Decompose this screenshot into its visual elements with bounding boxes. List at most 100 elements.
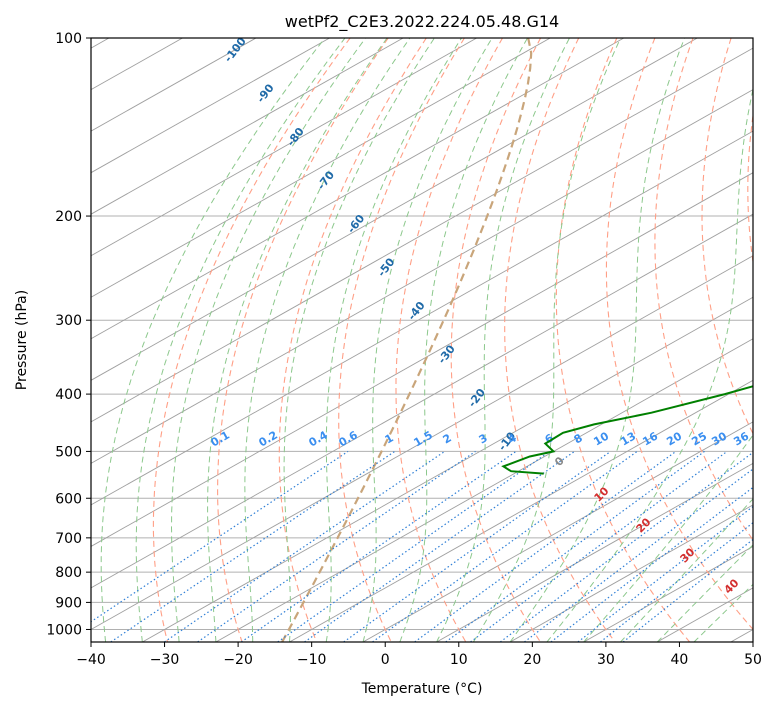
x-tick-label: 50 — [744, 652, 762, 668]
mixing-ratio-line — [91, 450, 349, 623]
x-tick-label: 40 — [671, 652, 689, 668]
y-tick-label: 700 — [55, 531, 82, 547]
isotherm-line — [509, 504, 753, 642]
mixing-ratio-label: 3 — [477, 431, 490, 446]
dry-adiabat-label: -50 — [375, 255, 398, 279]
mixing-ratio-label: 25 — [689, 430, 709, 449]
moist-adiabat-label: 0 — [552, 454, 567, 469]
dry-adiabat-label: -70 — [315, 168, 338, 192]
mixing-ratio-line — [577, 505, 753, 642]
moist-adiabat — [244, 38, 411, 642]
moist-adiabat — [325, 38, 462, 642]
moist-adiabat — [100, 38, 326, 642]
moist-adiabat — [546, 87, 753, 642]
plot-area: -100-90-80-70-60-50-40-30-20-100.1 0.2 0.4… — [91, 35, 775, 642]
moist-adiabat — [472, 38, 622, 642]
mixing-ratio-line — [304, 450, 575, 642]
dry-adiabat — [338, 38, 465, 642]
y-tick-label: 900 — [55, 595, 82, 611]
mixing-ratio-line — [197, 450, 476, 642]
dry-adiabat-label: -40 — [405, 299, 428, 323]
moist-adiabat — [399, 38, 528, 642]
moist-adiabat — [436, 38, 570, 642]
isotherm-line — [91, 130, 753, 506]
mixing-ratio-label: 10 — [591, 429, 611, 448]
mixing-ratio-label: 8 — [572, 431, 585, 446]
mixing-ratio-label: 0.2 — [257, 428, 280, 449]
moist-adiabat-label: 30 — [678, 545, 698, 565]
isotherm-line — [91, 213, 753, 589]
isotherm-line — [91, 172, 753, 547]
isotherm-line — [215, 338, 753, 642]
dry-adiabat — [701, 38, 753, 435]
dry-adiabat-label: -30 — [435, 342, 458, 366]
mixing-ratio-label: 0.6 — [337, 428, 361, 449]
x-tick-label: −40 — [76, 652, 106, 668]
x-tick-label: 0 — [381, 652, 390, 668]
moist-adiabat — [135, 38, 346, 642]
dry-adiabat — [217, 38, 389, 642]
chart-title: wetPf2_C2E3.2022.224.05.48.G14 — [285, 12, 559, 32]
dry-adiabat — [278, 38, 427, 642]
y-tick-label: 800 — [55, 565, 82, 581]
isotherm-line — [656, 587, 753, 642]
mixing-ratio-line — [240, 450, 517, 642]
isotherm-line — [91, 47, 753, 423]
isotherm-line — [289, 379, 753, 642]
mixing-ratio-line — [550, 486, 753, 642]
y-tick-label: 600 — [55, 491, 82, 507]
isotherm-line — [91, 38, 551, 298]
isotherm-line — [91, 38, 698, 381]
x-tick-label: −30 — [150, 652, 180, 668]
x-tick-label: −20 — [223, 652, 253, 668]
axis-ticks: −40 −30 −20 −10 0 10 20 30 40 5010020030040050060… — [46, 31, 762, 668]
mixing-ratio-label: 20 — [664, 429, 684, 448]
moist-adiabat — [207, 38, 388, 642]
x-tick-label: 20 — [523, 652, 541, 668]
dry-adiabat — [395, 38, 503, 642]
y-axis-label: Pressure (hPa) — [14, 290, 30, 390]
mixing-ratio-line — [343, 450, 611, 642]
y-tick-label: 300 — [55, 313, 82, 329]
x-tick-label: 10 — [450, 652, 468, 668]
isotherm-line — [91, 38, 257, 132]
y-tick-label: 500 — [55, 444, 82, 460]
dry-adiabat-label: -90 — [254, 81, 277, 105]
moist-adiabat — [583, 434, 753, 642]
dry-adiabat — [654, 38, 753, 541]
temperature-profile-line — [768, 38, 775, 474]
isotherm-line — [436, 462, 753, 642]
dewpoint-profile-line — [501, 385, 753, 475]
mixing-ratio-label: 16 — [640, 429, 660, 448]
y-tick-label: 100 — [55, 31, 82, 47]
mixing-ratio-line — [524, 468, 753, 642]
isotherm-line — [91, 38, 330, 174]
mixing-ratio-line — [499, 451, 753, 642]
x-tick-label: −10 — [297, 652, 327, 668]
mixing-ratio-line — [372, 450, 638, 642]
moist-adiabat — [283, 38, 435, 642]
mixing-ratio-label: 2 — [441, 431, 454, 446]
dry-adiabat-label: -100 — [222, 35, 249, 65]
dry-adiabat — [747, 112, 753, 265]
isotherm-line — [583, 545, 753, 642]
brown-curve — [281, 38, 533, 642]
x-axis-label: Temperature (°C) — [361, 681, 483, 697]
moist-adiabat — [171, 38, 367, 642]
y-tick-label: 200 — [55, 209, 82, 225]
mixing-ratio-line — [277, 450, 551, 642]
dry-adiabat — [605, 38, 753, 631]
x-tick-label: 30 — [597, 652, 615, 668]
dry-adiabat — [504, 38, 616, 642]
y-tick-label: 400 — [55, 387, 82, 403]
isotherm-line — [142, 296, 753, 642]
isotherm-line — [91, 38, 404, 215]
isotherm-line — [362, 421, 753, 642]
moist-adiabat — [693, 583, 753, 642]
isotherm-line — [91, 38, 625, 340]
mixing-ratio-label: 30 — [709, 429, 729, 448]
dry-adiabat — [152, 38, 351, 642]
moist-adiabat — [656, 544, 753, 642]
moist-adiabat — [362, 38, 493, 642]
